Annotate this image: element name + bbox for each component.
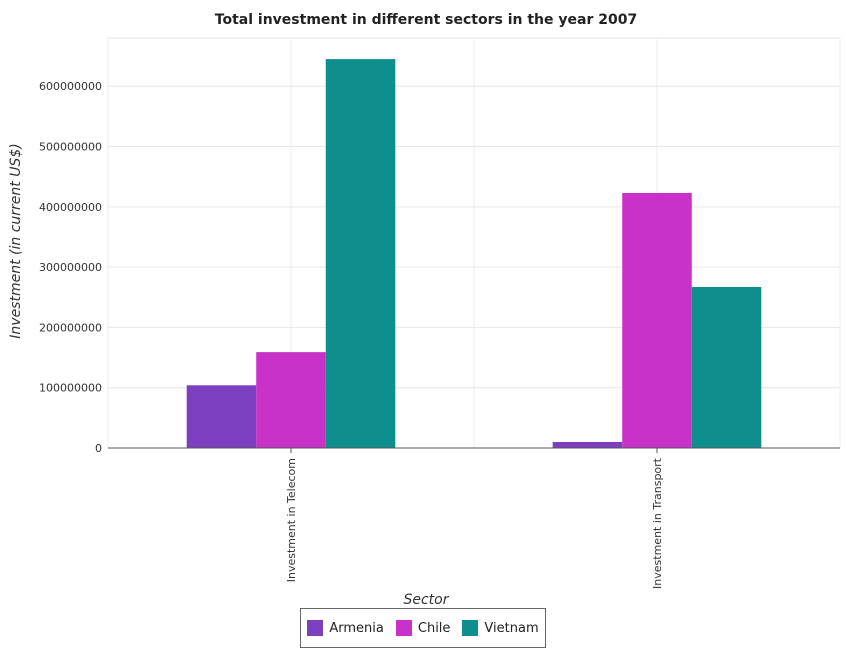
- bar-chile: [256, 352, 326, 448]
- x-tick-label: Investment in Telecom: [285, 458, 298, 582]
- bar-vietnam: [325, 59, 396, 449]
- x-tick-label: Investment in Transport: [651, 457, 664, 589]
- legend-item-vietnam: Vietnam: [462, 620, 539, 636]
- y-tick-label: 500000000: [39, 141, 102, 154]
- y-tick-label: 600000000: [39, 80, 102, 93]
- legend-swatch: [462, 620, 479, 636]
- y-tick-label: 200000000: [39, 321, 102, 334]
- y-tick-labels: 0 100000000 200000000 300000000 400000000 500…: [39, 80, 102, 455]
- legend-label: Armenia: [329, 620, 384, 636]
- chart-title: Total investment in different sectors in…: [215, 12, 637, 28]
- y-tick-label: 300000000: [39, 261, 102, 274]
- bar-armenia: [552, 441, 623, 448]
- legend-swatch: [395, 620, 412, 636]
- y-tick-label: 100000000: [39, 382, 102, 395]
- y-tick-label: 0: [95, 442, 102, 455]
- legend: Armenia Chile Vietnam: [300, 608, 546, 648]
- y-axis-title: Investment (in current US$): [8, 143, 24, 338]
- legend-item-chile: Chile: [395, 620, 451, 636]
- legend-label: Chile: [417, 620, 451, 636]
- bar-vietnam: [691, 287, 762, 448]
- bars: [108, 59, 840, 449]
- legend-label: Vietnam: [484, 620, 539, 636]
- bar-armenia: [186, 385, 257, 448]
- x-tick-labels: Investment in Telecom Investment in Trans…: [285, 448, 664, 589]
- legend-swatch: [307, 620, 324, 636]
- y-tick-label: 400000000: [39, 201, 102, 214]
- bar-chile: [622, 192, 692, 448]
- x-axis-title: Sector: [403, 592, 449, 608]
- legend-item-armenia: Armenia: [307, 620, 384, 636]
